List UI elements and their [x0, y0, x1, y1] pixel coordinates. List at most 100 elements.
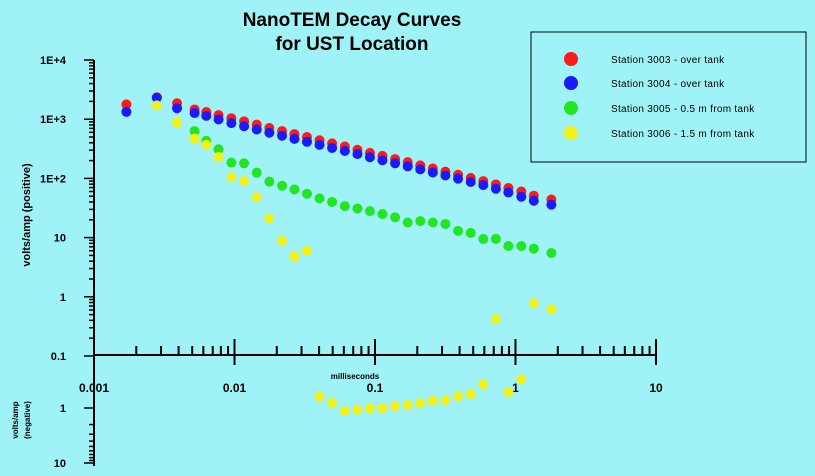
x-tick-label: 1	[512, 381, 519, 395]
point-station-3004	[189, 108, 200, 119]
point-station-3005	[427, 217, 438, 228]
point-station-3004	[277, 130, 288, 141]
point-station-3005	[503, 241, 514, 252]
point-station-3006-negative	[415, 398, 426, 409]
point-station-3004	[289, 133, 300, 144]
point-station-3003	[121, 99, 132, 110]
x-tick-label: 10	[649, 381, 663, 395]
y-tick-label-positive: 0.1	[51, 351, 66, 363]
y-tick-label-positive: 10	[54, 233, 66, 245]
point-station-3004	[151, 92, 162, 103]
point-station-3005	[239, 158, 250, 169]
point-station-3004	[301, 136, 312, 147]
point-station-3004	[478, 180, 489, 191]
point-station-3005	[453, 225, 464, 236]
y-tick-label-positive: 1E+2	[40, 173, 66, 185]
point-station-3006-negative	[440, 395, 451, 406]
point-station-3006-negative	[478, 379, 489, 390]
legend-label-station-3005: Station 3005 - 0.5 m from tank	[611, 104, 755, 115]
point-station-3004	[390, 158, 401, 169]
point-station-3005	[251, 167, 262, 178]
point-station-3006-negative	[402, 399, 413, 410]
point-station-3006	[151, 100, 162, 111]
point-station-3006	[546, 304, 557, 315]
point-station-3005	[465, 227, 476, 238]
point-station-3006	[264, 213, 275, 224]
chart-title-line-2: for UST Location	[275, 34, 428, 55]
point-station-3004	[465, 176, 476, 187]
y-tick-label-positive: 1E+4	[40, 55, 67, 67]
axes: 0.001 0.01 0.1 1 10 1E+4 1E+3 1E+2 10 1 0.1 1 10	[40, 55, 663, 470]
point-station-3004	[327, 142, 338, 153]
point-station-3005	[352, 203, 363, 214]
point-station-3005	[415, 216, 426, 227]
point-station-3005	[327, 196, 338, 207]
y-axis-label-positive: volts/amp (positive)	[21, 163, 33, 267]
point-station-3006-negative	[314, 391, 325, 402]
point-station-3004	[226, 118, 237, 129]
point-station-3006-negative	[453, 391, 464, 402]
point-station-3005	[314, 193, 325, 204]
point-station-3004	[172, 103, 183, 114]
legend: Station 3003 - over tank Station 3004 - …	[530, 31, 807, 163]
point-station-3004	[364, 152, 375, 163]
y-tick-label-negative: 10	[54, 458, 66, 470]
point-station-3006-negative	[327, 397, 338, 408]
point-station-3004	[415, 164, 426, 175]
x-axis-label: milliseconds	[331, 372, 380, 381]
point-station-3005	[402, 217, 413, 228]
legend-marker-station-3003	[564, 52, 578, 66]
y-tick-label-negative: 1	[60, 403, 66, 415]
point-station-3006	[251, 192, 262, 203]
point-station-3006-negative	[339, 406, 350, 417]
data-points	[121, 92, 557, 417]
legend-label-station-3004: Station 3004 - over tank	[611, 79, 725, 90]
point-station-3004	[546, 199, 557, 210]
point-station-3006-negative	[465, 389, 476, 400]
x-tick-label: 0.1	[367, 381, 384, 395]
x-tick-label: 0.001	[79, 381, 109, 395]
point-station-3006-negative	[427, 395, 438, 406]
point-station-3006	[172, 117, 183, 128]
point-station-3005	[440, 218, 451, 229]
point-station-3005	[189, 126, 200, 137]
point-station-3005	[516, 241, 527, 252]
point-station-3004	[239, 121, 250, 132]
point-station-3006	[213, 151, 224, 162]
point-station-3004	[440, 170, 451, 181]
legend-marker-station-3004	[564, 76, 578, 90]
point-station-3004	[528, 195, 539, 206]
point-station-3004	[213, 114, 224, 125]
point-station-3006	[201, 139, 212, 150]
point-station-3004	[490, 183, 501, 194]
point-station-3006	[490, 314, 501, 325]
point-station-3006-negative	[390, 401, 401, 412]
point-station-3004	[427, 167, 438, 178]
point-station-3005	[490, 233, 501, 244]
legend-label-station-3003: Station 3003 - over tank	[611, 55, 725, 66]
legend-label-station-3006: Station 3006 - 1.5 m from tank	[611, 129, 755, 140]
point-station-3004	[453, 173, 464, 184]
point-station-3004	[339, 146, 350, 157]
point-station-3005	[264, 176, 275, 187]
point-station-3005	[478, 233, 489, 244]
point-station-3006-negative	[352, 404, 363, 415]
point-station-3004	[516, 191, 527, 202]
point-station-3006	[239, 176, 250, 187]
point-station-3004	[503, 187, 514, 198]
point-station-3006	[528, 298, 539, 309]
point-station-3005	[364, 206, 375, 217]
point-station-3006	[289, 251, 300, 262]
legend-box	[530, 31, 807, 163]
point-station-3004	[402, 161, 413, 172]
point-station-3005	[390, 212, 401, 223]
point-station-3005	[226, 157, 237, 168]
point-station-3005	[277, 180, 288, 191]
point-station-3004	[121, 106, 132, 117]
y-axis-label-negative-line-1: volts/amp	[11, 401, 20, 438]
point-station-3005	[213, 144, 224, 155]
point-station-3005	[546, 247, 557, 258]
point-station-3006	[277, 235, 288, 246]
y-tick-label-positive: 1E+3	[40, 114, 66, 126]
